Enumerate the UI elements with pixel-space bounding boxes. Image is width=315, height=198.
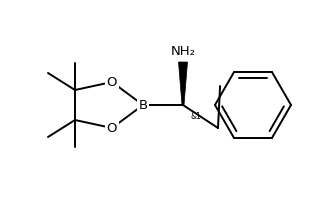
- Text: &1: &1: [191, 112, 202, 121]
- Polygon shape: [179, 62, 187, 105]
- Text: NH₂: NH₂: [170, 45, 196, 58]
- Text: B: B: [138, 98, 147, 111]
- Text: O: O: [107, 122, 117, 134]
- Text: O: O: [107, 75, 117, 89]
